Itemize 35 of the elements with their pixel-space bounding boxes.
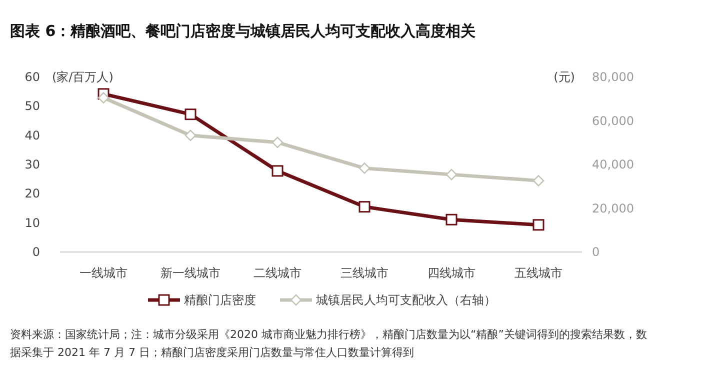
y-tick-label: 50	[24, 99, 40, 114]
point	[184, 108, 196, 120]
point	[532, 175, 544, 186]
point	[446, 168, 458, 180]
y2-tick-label: 80,000	[592, 70, 634, 84]
legend-label: 精酿门店密度	[184, 293, 256, 307]
y-tick-label: 40	[24, 128, 40, 142]
y2-tick-label: 0	[592, 245, 600, 259]
point	[446, 214, 458, 226]
y-tick-label: 20	[24, 186, 40, 201]
point	[184, 130, 196, 142]
x-tick-label: 四线城市	[428, 266, 476, 280]
point	[358, 162, 370, 174]
y-axis-title: (家/百万人)	[52, 70, 114, 84]
y-tick-label: 10	[24, 216, 40, 230]
legend-label: 城镇居民人均可支配收入（右轴）	[315, 293, 496, 307]
point	[272, 165, 284, 177]
x-tick-label: 二线城市	[254, 266, 302, 280]
point	[272, 136, 284, 148]
point	[98, 92, 110, 104]
x-tick-label: 一线城市	[80, 266, 128, 280]
y-tick-label: 30	[24, 158, 40, 172]
y2-tick-label: 40,000	[592, 158, 634, 172]
y-tick-label: 60	[24, 70, 40, 84]
y2-axis-title: (元)	[554, 70, 575, 84]
text: 资料来源：国家统计局；注：城市分级采用《2020 城市商业魅力排行榜》，精酿门店数量为以“精酿”关键词得到的搜索结果数，数据采集于 2021 年 7 月 7 日；精酿门店密度采用门店数量与常住人口数量计算得到	[10, 327, 648, 361]
y2-tick-label: 60,000	[592, 114, 634, 128]
point	[532, 219, 544, 231]
x-tick-label: 三线城市	[340, 266, 388, 280]
point	[358, 201, 370, 213]
chart-title: 图表 6：精酿酒吧、餐吧门店密度与城镇居民人均可支配收入高度相关	[10, 22, 476, 41]
y-tick-label: 0	[32, 245, 40, 259]
x-tick-label: 新一线城市	[160, 266, 220, 280]
x-tick-label: 五线城市	[514, 266, 562, 280]
y2-tick-label: 20,000	[592, 201, 634, 216]
